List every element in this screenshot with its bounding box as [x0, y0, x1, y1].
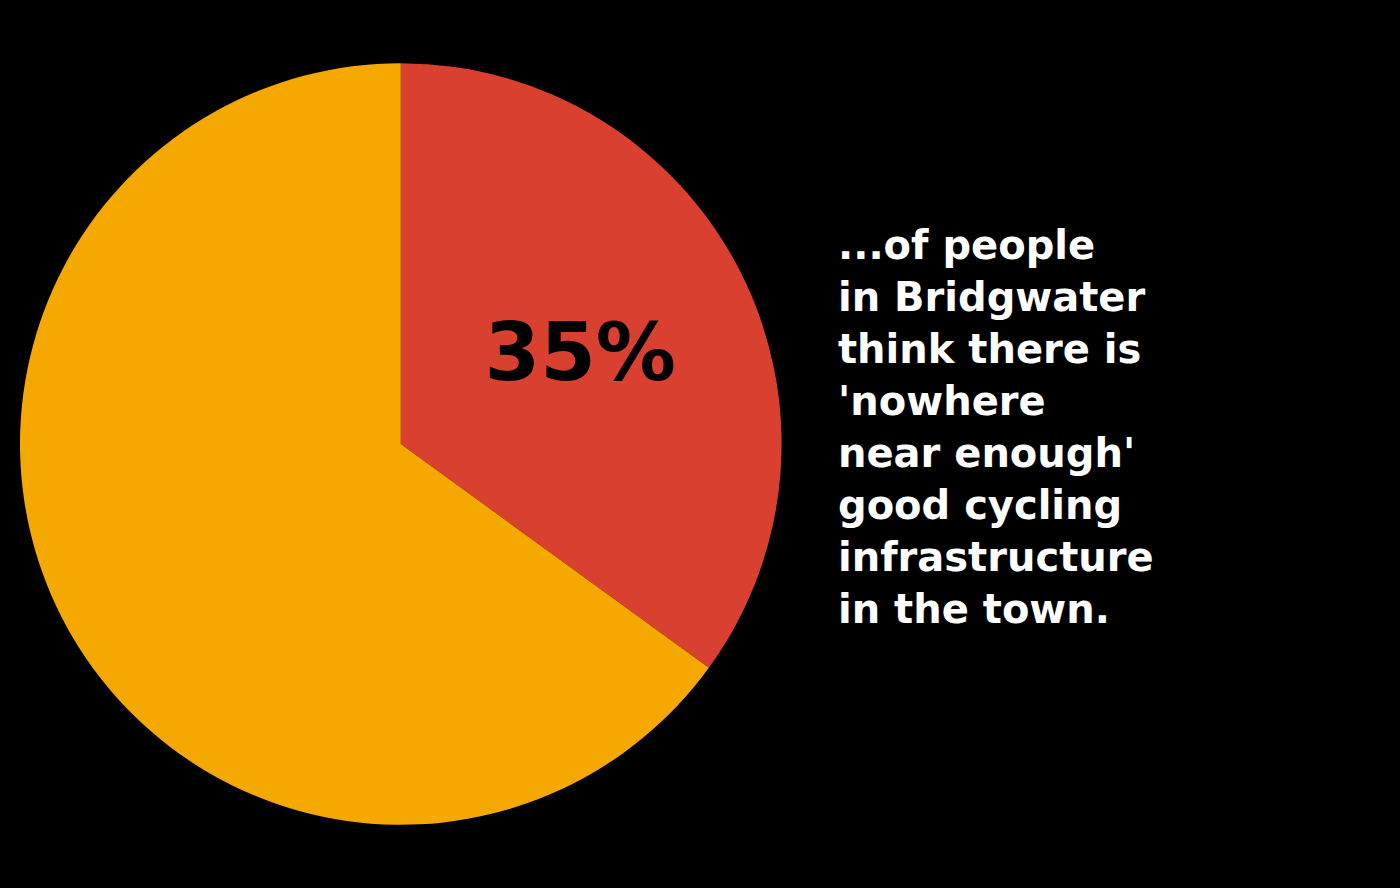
- svg-text:35%: 35%: [484, 306, 675, 399]
- svg-text:...of peoplein Bridgwaterthink: ...of peoplein Bridgwaterthink there is'…: [838, 222, 1154, 632]
